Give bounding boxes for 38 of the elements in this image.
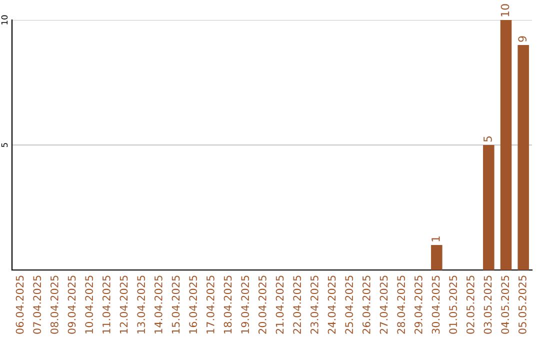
data-label: 1 bbox=[432, 236, 440, 242]
x-tick-label: 05.05.2025 bbox=[518, 276, 526, 334]
x-tick-label: 02.05.2025 bbox=[466, 276, 474, 334]
x-tick-label: 16.04.2025 bbox=[189, 276, 198, 334]
x-tick-label: 21.04.2025 bbox=[276, 276, 284, 334]
x-tick-label: 14.04.2025 bbox=[154, 276, 162, 334]
x-tick-label: 24.04.2025 bbox=[328, 276, 336, 334]
x-tick-label: 06.04.2025 bbox=[16, 276, 24, 334]
data-label: 9 bbox=[518, 36, 527, 42]
x-tick-label: 30.04.2025 bbox=[432, 276, 440, 334]
x-tick-label: 20.04.2025 bbox=[258, 276, 266, 334]
x-tick-label: 09.04.2025 bbox=[68, 276, 76, 334]
bar bbox=[500, 20, 512, 270]
x-tick-label: 03.05.2025 bbox=[484, 276, 492, 334]
bar bbox=[518, 45, 529, 270]
x-tick-label: 04.05.2025 bbox=[501, 276, 510, 334]
x-tick-label: 12.04.2025 bbox=[120, 276, 128, 334]
x-tick-label: 22.04.2025 bbox=[293, 276, 302, 334]
x-tick-label: 26.04.2025 bbox=[362, 276, 370, 334]
x-tick-label: 23.04.2025 bbox=[310, 276, 318, 334]
x-tick-label: 08.04.2025 bbox=[50, 276, 58, 334]
x-tick-label: 19.04.2025 bbox=[241, 276, 250, 334]
x-tick-label: 27.04.2025 bbox=[380, 276, 388, 334]
x-tick-label: 28.04.2025 bbox=[397, 276, 406, 334]
x-tick-label: 13.04.2025 bbox=[137, 276, 146, 334]
x-tick-label: 18.04.2025 bbox=[224, 276, 232, 334]
x-tick-label: 15.04.2025 bbox=[172, 276, 180, 334]
data-label: 5 bbox=[484, 136, 492, 142]
x-tick-label: 17.04.2025 bbox=[206, 276, 214, 334]
x-tick-label: 01.05.2025 bbox=[449, 276, 458, 334]
x-tick-label: 25.04.2025 bbox=[345, 276, 354, 334]
x-tick-label: 11.04.2025 bbox=[102, 276, 110, 334]
data-label: 10 bbox=[500, 4, 510, 16]
x-tick-label: 10.04.2025 bbox=[85, 276, 94, 334]
bar bbox=[431, 245, 442, 270]
x-tick-label: 07.04.2025 bbox=[33, 276, 42, 334]
bar bbox=[483, 145, 494, 270]
x-tick-label: 29.04.2025 bbox=[414, 276, 422, 334]
